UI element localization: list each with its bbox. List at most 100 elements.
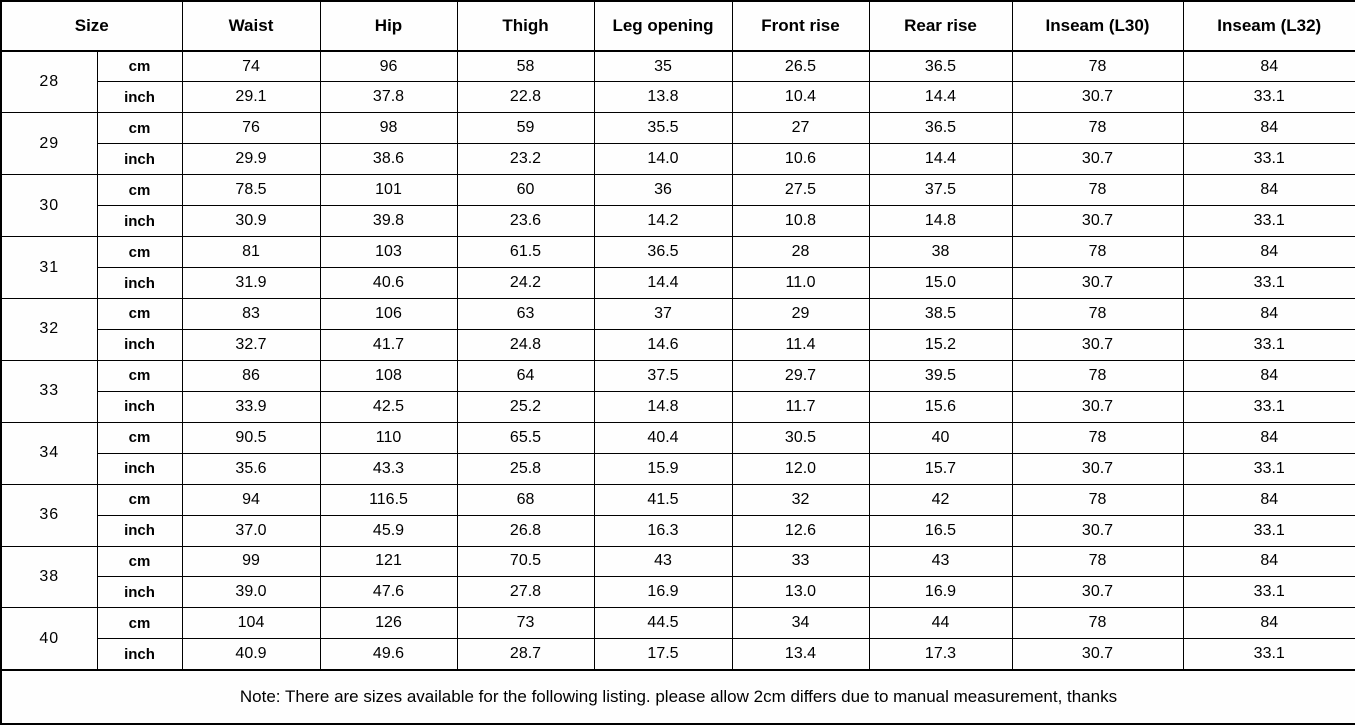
value-cell: 15.6: [868, 390, 1013, 423]
value-cell: 14.4: [868, 81, 1013, 114]
value-cell: 76: [181, 112, 321, 145]
size-row-inch: inch 40.9 49.6 28.7 17.5 13.4 17.3 30.7 33.1: [1, 638, 1355, 671]
value-cell: 37.5: [868, 174, 1013, 207]
value-cell: 16.9: [868, 576, 1013, 609]
value-cell: 37.5: [593, 359, 733, 392]
value-cell: 41.7: [319, 328, 458, 361]
value-cell: 26.5: [731, 50, 870, 83]
value-cell: 78: [1011, 50, 1184, 83]
value-cell: 73: [456, 607, 595, 640]
value-cell: 60: [456, 174, 595, 207]
value-cell: 116.5: [319, 483, 458, 516]
value-cell: 33.1: [1182, 638, 1355, 671]
value-cell: 13.0: [731, 576, 870, 609]
size-row-cm: 32 cm 83 106 63 37 29 38.5 78 84: [0, 298, 1355, 361]
value-cell: 78: [1011, 112, 1184, 145]
value-cell: 12.6: [731, 514, 870, 547]
size-row-cm: 36 cm 94 116.5 68 41.5 32 42 78 84: [0, 483, 1355, 547]
value-cell: 40.6: [319, 267, 458, 299]
size-cell: 29: [0, 112, 98, 176]
value-cell: 33.9: [181, 390, 321, 423]
value-cell: 14.6: [593, 328, 733, 361]
value-cell: 37.8: [319, 81, 458, 114]
value-cell: 63: [456, 298, 595, 330]
value-cell: 70.5: [456, 545, 595, 578]
value-cell: 83: [181, 298, 321, 330]
value-cell: 33.1: [1182, 328, 1355, 361]
unit-cell-inch: inch: [96, 452, 183, 485]
unit-cell-inch: inch: [96, 205, 183, 238]
value-cell: 43.3: [319, 452, 458, 485]
value-cell: 108: [319, 359, 458, 392]
column-header-thigh: Thigh: [456, 0, 595, 52]
size-cell: 33: [0, 359, 98, 423]
value-cell: 29.7: [731, 359, 870, 392]
value-cell: 33.1: [1182, 267, 1355, 299]
value-cell: 33.1: [1182, 452, 1355, 485]
value-cell: 30.7: [1011, 205, 1184, 238]
value-cell: 27: [731, 112, 870, 145]
value-cell: 25.2: [456, 390, 595, 423]
value-cell: 64: [456, 359, 595, 392]
column-header-waist: Waist: [181, 0, 321, 52]
size-row-inch: inch 37.0 45.9 26.8 16.3 12.6 16.5 30.7 33.1: [1, 514, 1355, 547]
value-cell: 32.7: [181, 328, 321, 361]
value-cell: 94: [181, 483, 321, 516]
size-row-inch: inch 30.9 39.8 23.6 14.2 10.8 14.8 30.7 33.1: [1, 205, 1355, 238]
value-cell: 99: [181, 545, 321, 578]
value-cell: 84: [1182, 545, 1355, 578]
value-cell: 78: [1011, 483, 1184, 516]
value-cell: 84: [1182, 236, 1355, 269]
value-cell: 42: [868, 483, 1013, 516]
value-cell: 30.7: [1011, 267, 1184, 299]
value-cell: 36.5: [593, 236, 733, 269]
value-cell: 43: [868, 545, 1013, 578]
value-cell: 35.5: [593, 112, 733, 145]
value-cell: 40: [868, 421, 1013, 454]
value-cell: 78.5: [181, 174, 321, 207]
value-cell: 84: [1182, 359, 1355, 392]
value-cell: 33.1: [1182, 205, 1355, 238]
unit-cell-cm: cm: [96, 545, 183, 578]
value-cell: 121: [319, 545, 458, 578]
value-cell: 39.0: [181, 576, 321, 609]
value-cell: 35: [593, 50, 733, 83]
value-cell: 84: [1182, 483, 1355, 516]
value-cell: 65.5: [456, 421, 595, 454]
size-column-header: Size: [0, 0, 183, 52]
value-cell: 44.5: [593, 607, 733, 640]
unit-cell-cm: cm: [96, 421, 183, 454]
value-cell: 36.5: [868, 50, 1013, 83]
value-cell: 30.7: [1011, 452, 1184, 485]
size-row-inch: inch 29.9 38.6 23.2 14.0 10.6 14.4 30.7 33.1: [1, 143, 1355, 176]
value-cell: 29.9: [181, 143, 321, 176]
value-cell: 15.0: [868, 267, 1013, 299]
value-cell: 110: [319, 421, 458, 454]
value-cell: 17.5: [593, 638, 733, 671]
value-cell: 29: [731, 298, 870, 330]
value-cell: 78: [1011, 421, 1184, 454]
size-row-cm: 29 cm 76 98 59 35.5 27 36.5 78 84: [0, 112, 1355, 176]
size-cell: 28: [0, 50, 98, 114]
value-cell: 14.4: [868, 143, 1013, 176]
value-cell: 35.6: [181, 452, 321, 485]
unit-cell-cm: cm: [96, 607, 183, 640]
value-cell: 14.8: [868, 205, 1013, 238]
value-cell: 24.8: [456, 328, 595, 361]
value-cell: 104: [181, 607, 321, 640]
value-cell: 17.3: [868, 638, 1013, 671]
size-cell: 31: [0, 236, 98, 299]
value-cell: 38.6: [319, 143, 458, 176]
value-cell: 40.4: [593, 421, 733, 454]
value-cell: 33.1: [1182, 514, 1355, 547]
value-cell: 103: [319, 236, 458, 269]
value-cell: 13.4: [731, 638, 870, 671]
size-row-inch: inch 31.9 40.6 24.2 14.4 11.0 15.0 30.7 33.1: [1, 267, 1355, 299]
value-cell: 14.4: [593, 267, 733, 299]
column-header-rear-rise: Rear rise: [868, 0, 1013, 52]
column-header-front-rise: Front rise: [731, 0, 870, 52]
value-cell: 27.8: [456, 576, 595, 609]
value-cell: 101: [319, 174, 458, 207]
size-row-cm: 40 cm 104 126 73 44.5 34 44 78 84: [0, 607, 1355, 671]
unit-cell-cm: cm: [96, 50, 183, 83]
